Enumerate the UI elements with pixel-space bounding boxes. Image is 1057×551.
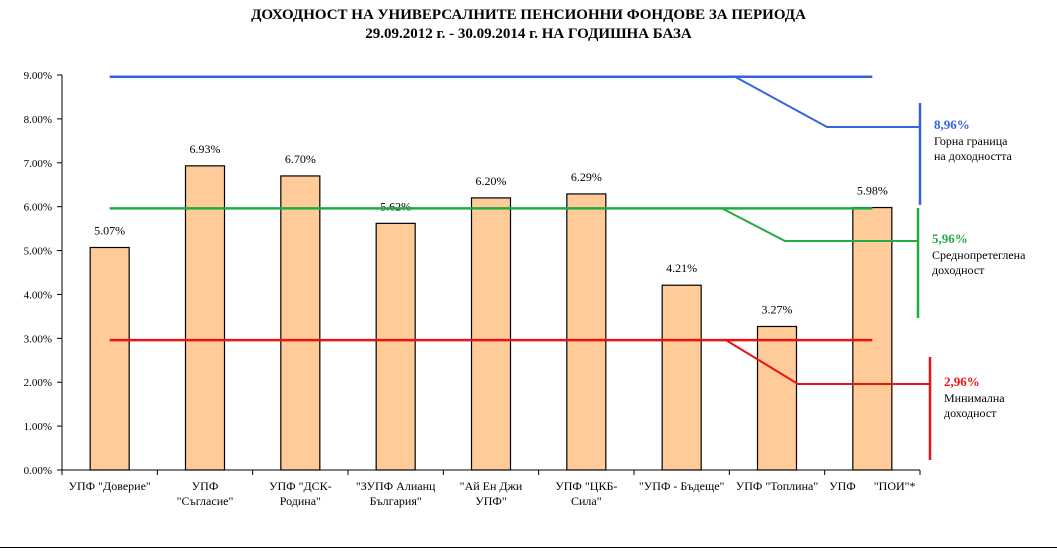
chart-title-line-2: 29.09.2012 г. - 30.09.2014 г. НА ГОДИШНА… (365, 26, 692, 42)
category-label: "Съгласие" (177, 494, 234, 508)
reference-text: на доходността (934, 149, 1013, 163)
data-label: 5.07% (94, 223, 125, 237)
bar (756, 325, 798, 471)
reference-text: Среднопретеглена (932, 248, 1026, 262)
bar (470, 197, 512, 471)
chart-title-line-1: ДОХОДНОСТ НА УНИВЕРСАЛНИТЕ ПЕНСИОННИ ФОН… (251, 7, 806, 23)
y-tick-label: 2.00% (24, 377, 52, 389)
category-label: "УПФ - Бъдеще" (639, 479, 725, 493)
y-tick-label: 3.00% (24, 333, 52, 345)
category-label: "ЗУПФ Алианц (356, 479, 436, 493)
reference-value-label: 5,96% (932, 231, 968, 246)
y-tick-label: 9.00% (24, 70, 52, 82)
category-label: УПФ "Доверие" (69, 479, 151, 493)
reference-text: доходност (944, 406, 997, 420)
bottom-rule (0, 547, 1057, 548)
y-tick-label: 8.00% (24, 114, 52, 126)
category-label: УПФ "ЦКБ- (555, 479, 617, 493)
category-label: Сила" (571, 494, 602, 508)
category-label: УПФ (192, 479, 219, 493)
category-label: УПФ "ДСК- (269, 479, 332, 493)
data-label: 6.93% (190, 142, 221, 156)
callout-leader (734, 75, 920, 128)
reference-text: Горна граница (934, 134, 1008, 148)
category-label: УПФ" (475, 494, 507, 508)
bar (852, 206, 893, 471)
data-label: 6.70% (285, 152, 316, 166)
y-tick-label: 1.00% (24, 421, 52, 433)
callout-leader (725, 339, 930, 385)
y-tick-label: 6.00% (24, 202, 52, 214)
bar (375, 222, 416, 471)
category-label: Родина" (280, 494, 321, 508)
reference-text: доходност (932, 263, 985, 277)
category-label: УПФ "ПОИ"* (829, 479, 915, 493)
data-label: 6.29% (571, 170, 602, 184)
data-label: 3.27% (762, 302, 793, 316)
bar (566, 193, 607, 471)
y-tick-label: 0.00% (24, 465, 52, 477)
reference-value-label: 8,96% (934, 117, 970, 132)
y-tick-label: 4.00% (24, 289, 52, 301)
y-tick-label: 7.00% (24, 158, 52, 170)
category-label: УПФ "Топлина" (736, 479, 819, 493)
callout-leader (721, 207, 918, 242)
bar (661, 284, 702, 471)
reference-text: Минимална (944, 391, 1005, 405)
y-tick-label: 5.00% (24, 246, 52, 258)
data-label: 5.62% (380, 199, 411, 213)
bar (89, 246, 130, 471)
data-label: 6.20% (476, 174, 507, 188)
category-label: България" (370, 494, 422, 508)
data-label: 5.98% (857, 184, 888, 198)
category-label: "Ай Ен Джи (460, 479, 523, 493)
data-label: 4.21% (666, 261, 697, 275)
reference-value-label: 2,96% (944, 374, 980, 389)
bar (280, 175, 321, 471)
bar (184, 165, 226, 471)
